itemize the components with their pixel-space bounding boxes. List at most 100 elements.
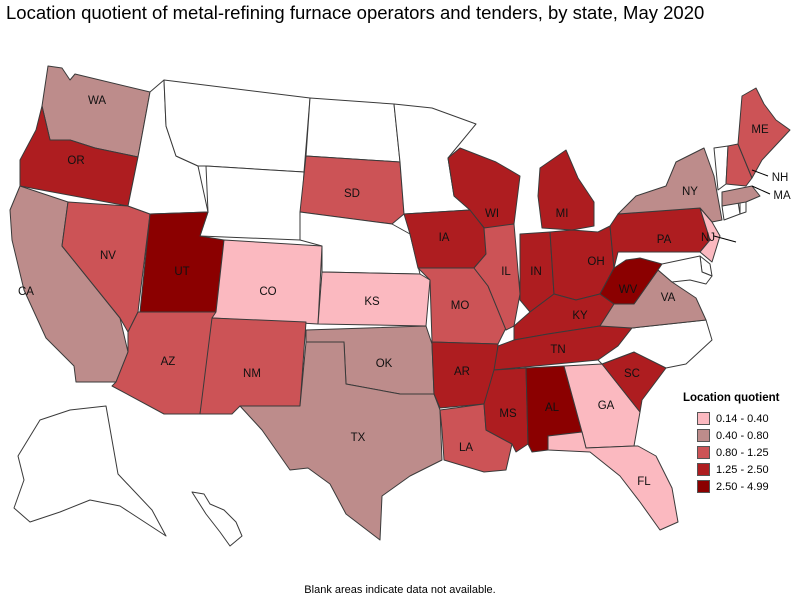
legend-swatch <box>697 480 710 493</box>
state-label-fl: FL <box>637 476 651 488</box>
legend-item: 0.14 - 0.40 <box>683 410 779 427</box>
state-label-ms: MS <box>499 408 517 420</box>
state-co <box>211 239 323 325</box>
legend-swatch <box>697 412 710 425</box>
state-label-co: CO <box>259 286 276 298</box>
state-label-tn: TN <box>550 344 565 356</box>
state-shape-mt <box>163 79 311 173</box>
state-label-ks: KS <box>364 296 380 308</box>
state-nh <box>725 143 753 187</box>
state-ma <box>721 185 761 207</box>
state-shape-nh <box>725 143 753 187</box>
state-label-sd: SD <box>344 188 360 200</box>
state-label-nm: NM <box>243 368 261 380</box>
states-layer <box>9 65 791 547</box>
state-label-mo: MO <box>451 300 470 312</box>
state-label-ok: OK <box>376 358 393 370</box>
ma-leader-line <box>751 185 771 195</box>
state-shape-wy <box>199 165 305 241</box>
state-ks <box>317 271 431 327</box>
state-label-il: IL <box>501 266 511 278</box>
state-nd <box>305 97 401 163</box>
map-title: Location quotient of metal-refining furn… <box>6 2 705 23</box>
state-label-mi: MI <box>556 208 569 220</box>
legend-label: 0.14 - 0.40 <box>716 412 769 425</box>
state-label-ky: KY <box>572 310 588 322</box>
state-shape-nj <box>699 207 721 263</box>
state-hi <box>191 491 243 547</box>
state-wy <box>199 165 305 241</box>
state-shape-ak <box>13 405 167 537</box>
footnote: Blank areas indicate data not available. <box>304 584 496 596</box>
state-label-in: IN <box>530 266 542 278</box>
state-label-wi: WI <box>485 208 499 220</box>
legend-label: 0.80 - 1.25 <box>716 446 769 459</box>
state-label-tx: TX <box>351 432 366 444</box>
state-label-oh: OH <box>587 256 604 268</box>
state-label-al: AL <box>545 402 560 414</box>
state-shape-ma <box>721 185 761 207</box>
state-md <box>657 255 713 285</box>
legend-label: 2.50 - 4.99 <box>716 480 769 493</box>
state-label-nv: NV <box>100 250 116 262</box>
state-shape-il <box>473 223 521 331</box>
state-ri <box>739 201 747 215</box>
state-shape-mi <box>537 149 595 231</box>
state-label-ca: CA <box>18 286 34 298</box>
label-leader-lines <box>713 169 771 243</box>
state-label-az: AZ <box>161 356 176 368</box>
legend-label: 0.40 - 0.80 <box>716 429 769 442</box>
state-label-ny: NY <box>682 186 698 198</box>
state-shape-hi <box>191 491 243 547</box>
legend-title: Location quotient <box>683 392 780 404</box>
legend-swatch <box>697 463 710 476</box>
state-shape-co <box>211 239 323 325</box>
legend-swatch <box>697 446 710 459</box>
state-label-ut: UT <box>174 266 189 278</box>
state-label-nj: NJ <box>701 232 715 244</box>
legend-item: 2.50 - 4.99 <box>683 478 779 495</box>
state-me <box>737 87 791 179</box>
state-label-ga: GA <box>598 400 615 412</box>
state-label-wv: WV <box>619 284 638 296</box>
state-shape-me <box>737 87 791 179</box>
state-shape-tx <box>239 341 443 541</box>
legend-item: 1.25 - 2.50 <box>683 461 779 478</box>
state-mt <box>163 79 311 173</box>
state-label-nh: NH <box>772 172 789 184</box>
state-label-va: VA <box>661 292 676 304</box>
state-label-me: ME <box>751 124 769 136</box>
state-shape-nc <box>597 319 713 369</box>
state-label-ia: IA <box>439 232 450 244</box>
state-shape-ri <box>739 201 747 215</box>
state-shape-sd <box>299 155 405 225</box>
state-nj <box>699 207 721 263</box>
state-shape-nm <box>199 317 307 415</box>
state-il <box>473 223 521 331</box>
legend-label: 1.25 - 2.50 <box>716 463 769 476</box>
state-label-pa: PA <box>657 234 672 246</box>
state-label-ma: MA <box>773 190 791 202</box>
legend-swatch <box>697 429 710 442</box>
state-ak <box>13 405 167 537</box>
state-sd <box>299 155 405 225</box>
state-label-or: OR <box>67 155 84 167</box>
nh-leader-line <box>751 169 769 177</box>
state-labels-layer: WA OR CA NV UT AZ CO NM SD KS OK TX IA MO AR LA WI IL MI IN… <box>18 95 791 488</box>
state-nm <box>199 317 307 415</box>
state-tx <box>239 341 443 541</box>
state-shape-ks <box>317 271 431 327</box>
state-shape-md <box>657 255 713 285</box>
legend: Location quotient 0.14 - 0.40 0.40 - 0.8… <box>683 392 779 495</box>
legend-item: 0.40 - 0.80 <box>683 427 779 444</box>
state-label-ar: AR <box>454 366 470 378</box>
state-mi <box>537 149 595 231</box>
state-fl <box>547 431 679 531</box>
state-nc <box>597 319 713 369</box>
state-shape-fl <box>547 431 679 531</box>
state-label-la: LA <box>459 442 473 454</box>
state-shape-nd <box>305 97 401 163</box>
state-label-sc: SC <box>624 368 640 380</box>
nj-leader-line <box>713 235 737 243</box>
